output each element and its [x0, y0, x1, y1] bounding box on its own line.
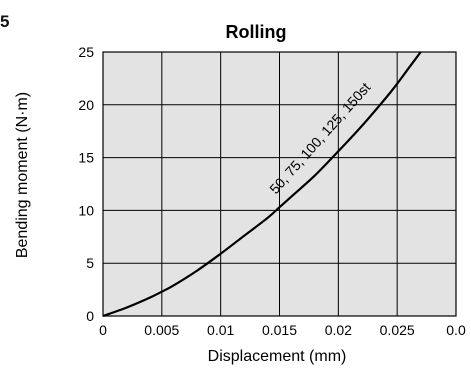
y-tick-label: 20 [78, 97, 94, 113]
chart-title: Rolling [226, 22, 287, 42]
x-tick-label: 0.015 [262, 322, 297, 338]
plot-frame [102, 51, 457, 317]
x-tick-label: 0.02 [325, 322, 352, 338]
x-tick-label: 0.0 [446, 322, 466, 338]
y-tick-labels: 0 5 10 15 20 25 [78, 44, 94, 324]
x-axis-label: Displacement (mm) [208, 348, 347, 365]
y-axis-label: Bending moment (N·m) [14, 92, 31, 258]
x-tick-label: 0.025 [380, 322, 415, 338]
y-tick-label: 10 [78, 202, 94, 218]
bending-moment-curve [102, 51, 422, 318]
y-tick-label: 0 [86, 308, 94, 324]
y-tick-label: 25 [78, 44, 94, 60]
y-tick-label: 5 [86, 255, 94, 271]
x-tick-label: 0.005 [144, 322, 179, 338]
x-tick-label: 0.01 [207, 322, 234, 338]
y-tick-label: 15 [78, 150, 94, 166]
x-tick-labels: 0 0.005 0.01 0.015 0.02 0.025 0.0 [99, 322, 466, 338]
figure-number: 5 [0, 12, 10, 31]
x-tick-label: 0 [99, 322, 107, 338]
